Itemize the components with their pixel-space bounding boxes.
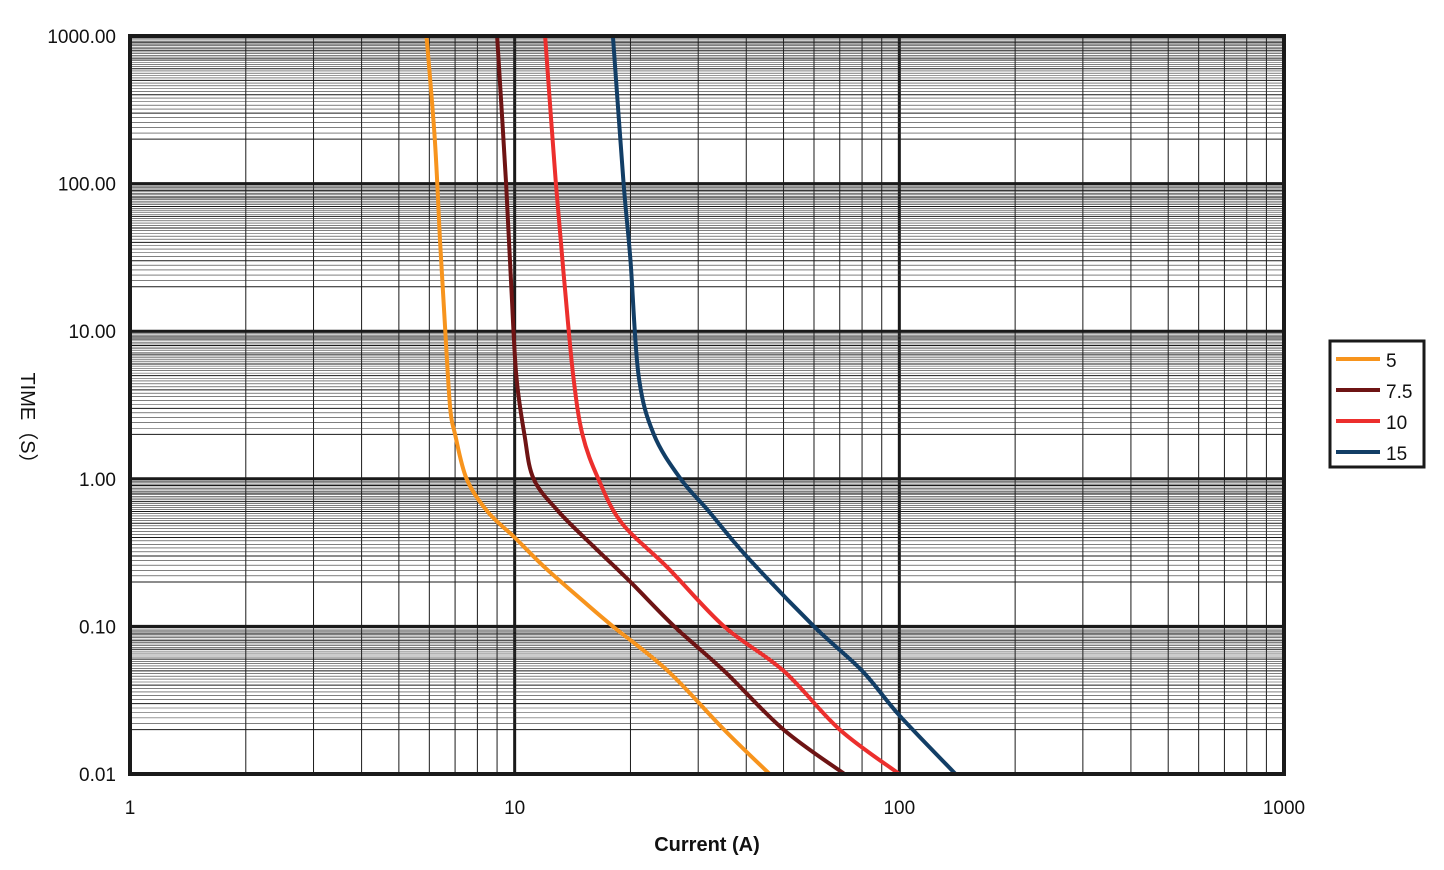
series-line-7-5 [495, 35, 846, 776]
y-tick-label: 0.10 [79, 617, 116, 638]
plot-frame [128, 34, 1286, 776]
legend-label: 7.5 [1386, 382, 1412, 403]
x-tick-label: 10 [504, 798, 525, 819]
legend-label: 10 [1386, 413, 1407, 434]
tick-labels: 1 10 100 1000 0.01 0.10 1.00 10.00 100.00 1000.00 [47, 27, 1305, 819]
legend: 5 7.5 10 15 [1328, 339, 1426, 469]
legend-label: 15 [1386, 444, 1407, 465]
legend-box [1328, 339, 1426, 469]
y-tick-label: 1.00 [79, 470, 116, 491]
x-tick-label: 100 [883, 798, 915, 819]
x-axis-title: Current (A) [654, 834, 760, 856]
y-tick-label: 0.01 [79, 765, 116, 786]
series-line-15 [610, 35, 957, 776]
x-tick-label: 1 [125, 798, 136, 819]
y-axis-title: TIME（S） [16, 372, 39, 473]
series-layer [424, 35, 957, 776]
y-tick-label: 10.00 [68, 322, 116, 343]
series-line-5 [424, 35, 771, 776]
legend-label: 5 [1386, 351, 1397, 372]
series-line-10 [543, 35, 901, 776]
grid [128, 36, 1284, 776]
y-tick-label: 1000.00 [47, 27, 116, 48]
y-tick-label: 100.00 [58, 175, 116, 196]
x-tick-label: 1000 [1263, 798, 1305, 819]
